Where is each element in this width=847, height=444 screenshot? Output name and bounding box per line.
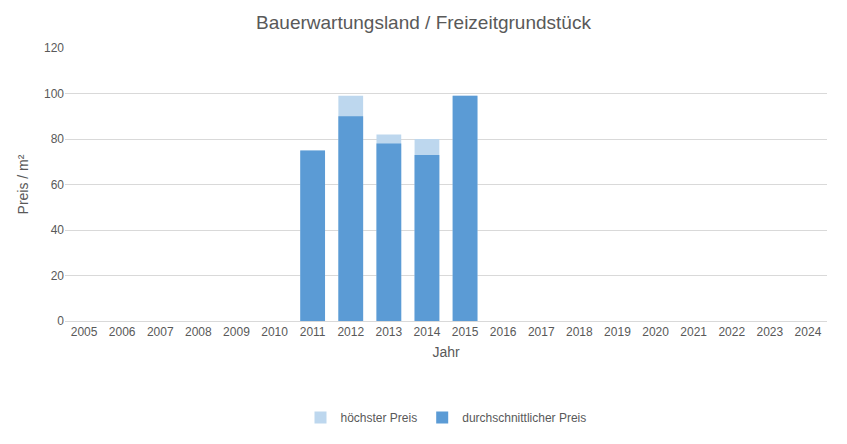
svg-text:2016: 2016: [490, 325, 517, 339]
svg-text:2013: 2013: [375, 325, 402, 339]
svg-text:2017: 2017: [528, 325, 555, 339]
svg-text:2022: 2022: [718, 325, 745, 339]
svg-text:120: 120: [44, 41, 64, 55]
svg-text:höchster Preis: höchster Preis: [341, 411, 418, 425]
svg-text:Preis / m²: Preis / m²: [15, 154, 31, 214]
svg-text:2011: 2011: [300, 325, 326, 339]
svg-text:2019: 2019: [604, 325, 631, 339]
svg-text:2024: 2024: [795, 325, 822, 339]
svg-text:80: 80: [51, 132, 65, 146]
svg-text:2009: 2009: [223, 325, 250, 339]
svg-text:2023: 2023: [756, 325, 783, 339]
svg-text:2020: 2020: [642, 325, 669, 339]
svg-text:100: 100: [44, 87, 64, 101]
svg-text:2006: 2006: [109, 325, 136, 339]
svg-text:durchschnittlicher Preis: durchschnittlicher Preis: [462, 411, 586, 425]
svg-text:2005: 2005: [71, 325, 98, 339]
svg-text:Jahr: Jahr: [432, 344, 460, 360]
svg-text:0: 0: [57, 314, 64, 328]
svg-text:Bauerwartungsland / Freizeitgr: Bauerwartungsland / Freizeitgrundstück: [256, 12, 591, 33]
svg-text:40: 40: [51, 223, 65, 237]
svg-text:2008: 2008: [185, 325, 212, 339]
svg-text:2015: 2015: [452, 325, 479, 339]
svg-text:2021: 2021: [680, 325, 707, 339]
svg-text:2012: 2012: [337, 325, 364, 339]
svg-text:2010: 2010: [261, 325, 288, 339]
svg-text:2018: 2018: [566, 325, 593, 339]
svg-text:2007: 2007: [147, 325, 174, 339]
svg-text:2014: 2014: [414, 325, 441, 339]
svg-text:20: 20: [51, 269, 65, 283]
svg-text:60: 60: [51, 178, 65, 192]
